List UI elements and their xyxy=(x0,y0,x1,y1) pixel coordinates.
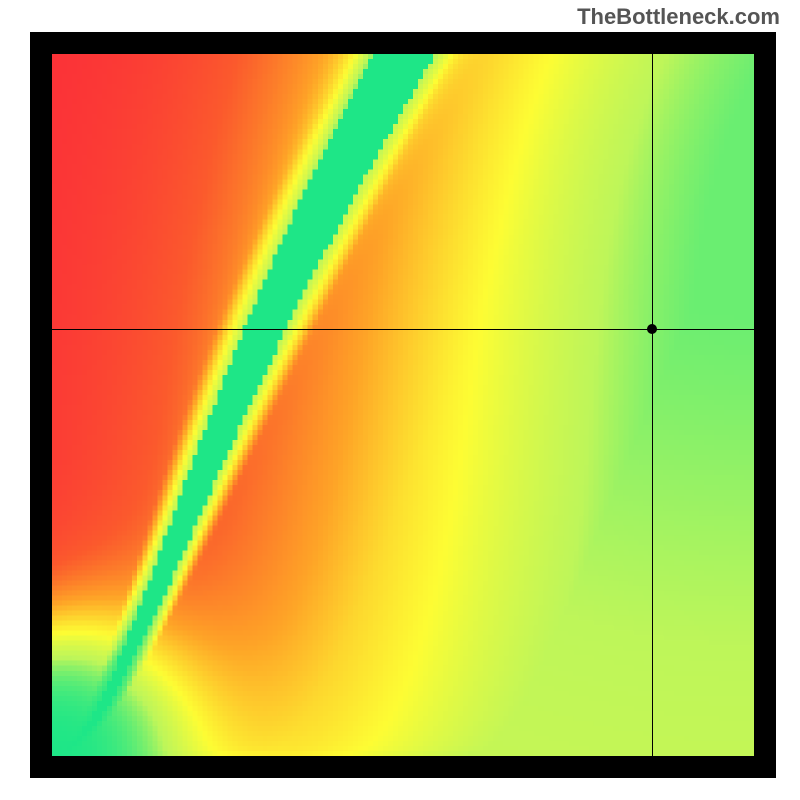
attribution-text: TheBottleneck.com xyxy=(577,4,780,30)
plot-area xyxy=(52,54,754,756)
crosshair-dot xyxy=(647,324,657,334)
crosshair-vertical xyxy=(652,54,653,756)
heatmap-canvas xyxy=(52,54,754,756)
